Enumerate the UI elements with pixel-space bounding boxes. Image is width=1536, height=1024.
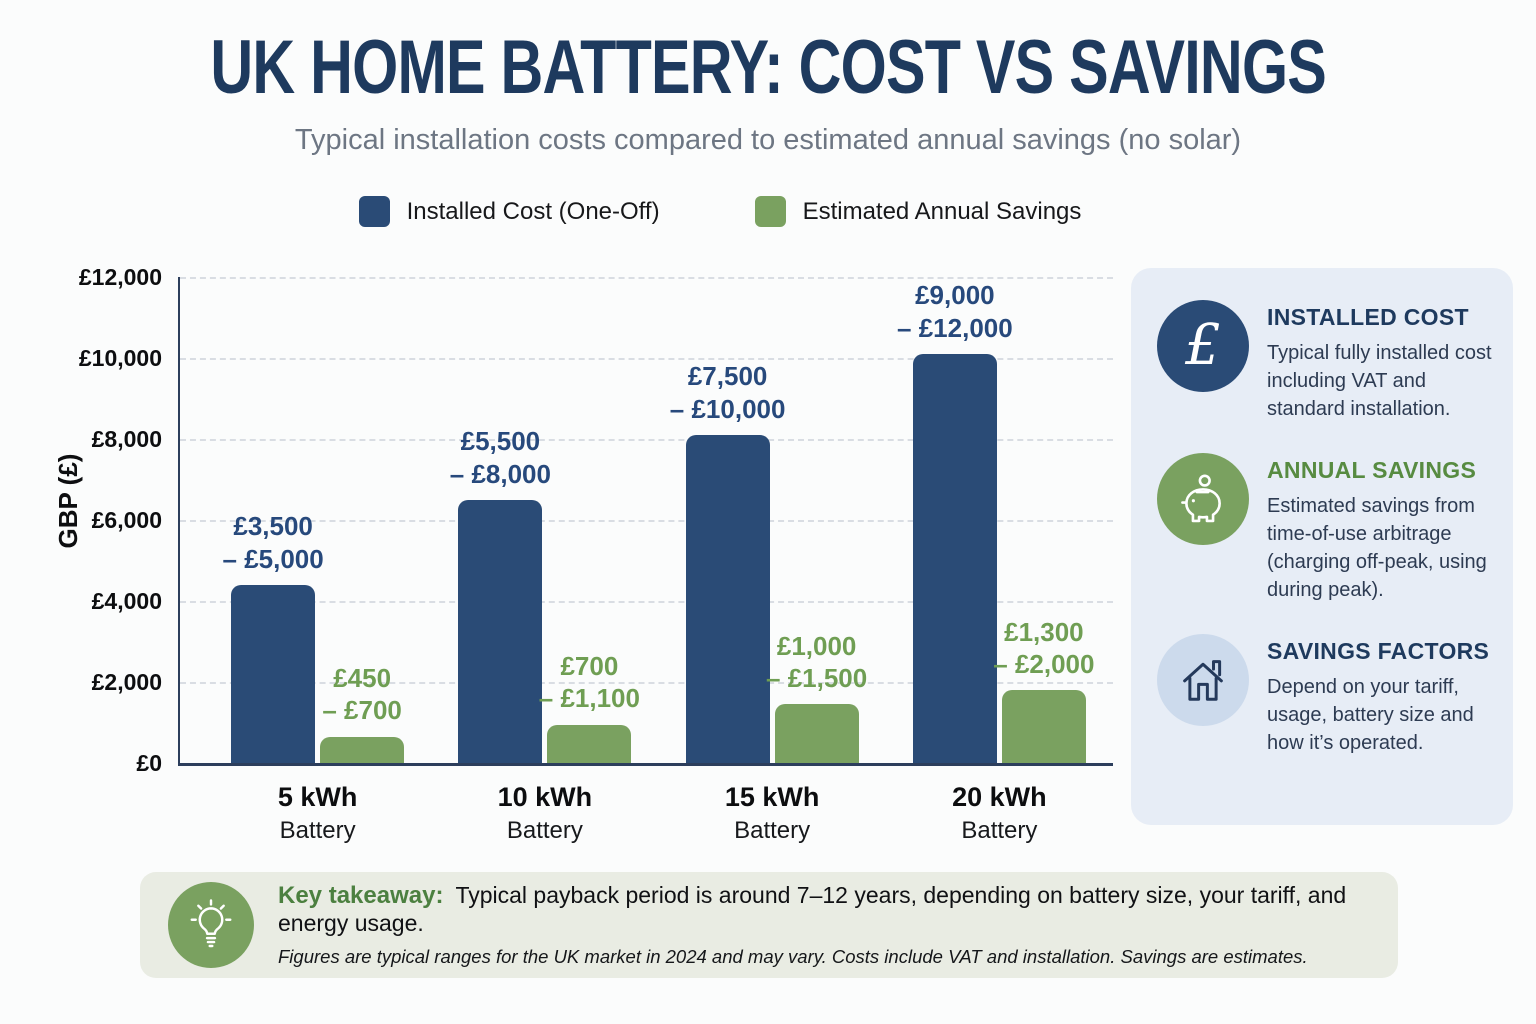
savings-range-label: £1,300– £2,000 bbox=[993, 616, 1095, 679]
category-name: 15 kWh bbox=[724, 782, 820, 812]
gridline bbox=[180, 277, 1113, 279]
category-name: 5 kWh bbox=[277, 782, 358, 812]
y-tick-label: £2,000 bbox=[91, 669, 162, 695]
legend-swatch bbox=[358, 196, 390, 227]
cost-range-label: £9,000– £12,000 bbox=[897, 280, 1013, 343]
cost-range-label: £5,500– £8,000 bbox=[449, 426, 551, 489]
category-name: 20 kWh bbox=[952, 782, 1047, 812]
info-card-body: Estimated savings from time-of-use arbit… bbox=[1267, 495, 1487, 601]
y-tick-label: £8,000 bbox=[91, 426, 162, 452]
y-tick-label: £10,000 bbox=[78, 345, 162, 371]
savings-bar-10-kwh bbox=[547, 724, 632, 763]
legend-item-installed-cost-(one-off): Installed Cost (One-Off) bbox=[358, 196, 660, 227]
footnote: Figures are typical ranges for the UK ma… bbox=[278, 946, 1308, 967]
cost-bar-column: £7,500– £10,000 bbox=[670, 277, 785, 763]
savings-bar-5-kwh bbox=[320, 736, 405, 763]
category-subtitle: Battery bbox=[506, 817, 583, 845]
category-label-5-kwh: 5 kWh Battery bbox=[278, 780, 358, 846]
savings-bar-20-kwh bbox=[1001, 690, 1086, 763]
info-card-text: INSTALLED COST Typical fully installed co… bbox=[1267, 300, 1495, 423]
savings-range-label: £450– £700 bbox=[322, 663, 402, 726]
y-tick-label: £12,000 bbox=[78, 264, 162, 290]
gridline bbox=[180, 357, 1113, 360]
info-card-text: ANNUAL SAVINGS Estimated savings from tim… bbox=[1267, 453, 1495, 604]
savings-bar-column: £700– £1,100 bbox=[539, 277, 640, 763]
house-icon bbox=[1157, 634, 1249, 726]
cost-bar-column: £3,500– £5,000 bbox=[223, 277, 324, 763]
cost-bar-column: £9,000– £12,000 bbox=[897, 277, 1013, 763]
bar-group-15-kwh: £7,500– £10,000 £1,000– £1,500 15 kWh Batte… bbox=[659, 277, 886, 844]
key-takeaway-label: Key takeaway: bbox=[278, 882, 444, 909]
cost-range-label: £3,500– £5,000 bbox=[222, 511, 324, 574]
y-tick-label: £4,000 bbox=[91, 588, 162, 614]
cost-bar-20-kwh bbox=[912, 353, 997, 763]
cost-bar-10-kwh bbox=[458, 499, 543, 763]
info-card-body: Depend on your tariff, usage, battery si… bbox=[1267, 676, 1474, 754]
bar-groups: £3,500– £5,000 £450– £700 5 kWh Battery £5,5… bbox=[180, 277, 1113, 844]
footer-icon-circle bbox=[168, 882, 254, 968]
pound-icon: £ bbox=[1157, 300, 1249, 392]
key-takeaway-line: Key takeaway: Typical payback period is a… bbox=[278, 882, 1370, 937]
savings-bar-column: £1,300– £2,000 bbox=[993, 277, 1094, 763]
info-card-heading: ANNUAL SAVINGS bbox=[1267, 457, 1477, 483]
info-card-heading: INSTALLED COST bbox=[1267, 304, 1469, 330]
chart-legend: Installed Cost (One-Off) Estimated Annual… bbox=[0, 196, 1440, 227]
savings-bar-15-kwh bbox=[774, 704, 859, 763]
info-card-annual-savings: ANNUAL SAVINGS Estimated savings from tim… bbox=[1157, 453, 1489, 604]
key-takeaway-panel: Key takeaway: Typical payback period is a… bbox=[140, 872, 1398, 978]
bar-group-5-kwh: £3,500– £5,000 £450– £700 5 kWh Battery bbox=[204, 277, 431, 844]
category-subtitle: Battery bbox=[279, 817, 356, 845]
info-sidebar: £ INSTALLED COST Typical fully installed c… bbox=[1131, 268, 1513, 825]
category-subtitle: Battery bbox=[734, 817, 811, 845]
savings-range-label: £700– £1,100 bbox=[538, 651, 640, 714]
y-tick-label: £0 bbox=[136, 750, 162, 776]
cost-bar-5-kwh bbox=[231, 584, 316, 763]
category-label-15-kwh: 15 kWh Battery bbox=[725, 780, 820, 846]
savings-bar-column: £450– £700 bbox=[320, 277, 405, 763]
bar-group-10-kwh: £5,500– £8,000 £700– £1,100 10 kWh Battery bbox=[431, 277, 658, 844]
plot-area: £3,500– £5,000 £450– £700 5 kWh Battery £5,5… bbox=[178, 277, 1113, 844]
info-card-body: Typical fully installed cost including V… bbox=[1267, 342, 1492, 420]
legend-item-estimated-annual-savings: Estimated Annual Savings bbox=[754, 196, 1082, 227]
gridline bbox=[180, 600, 1113, 603]
legend-swatch bbox=[754, 196, 786, 227]
category-name: 10 kWh bbox=[497, 782, 593, 812]
lightbulb-icon bbox=[183, 897, 239, 953]
key-takeaway-text-block: Key takeaway: Typical payback period is a… bbox=[278, 882, 1370, 968]
page-subtitle: Typical installation costs compared to e… bbox=[294, 124, 1242, 156]
gridline bbox=[180, 520, 1113, 522]
gridline bbox=[180, 682, 1113, 684]
piggy-bank-icon bbox=[1157, 453, 1249, 545]
y-tick-label: £6,000 bbox=[91, 507, 162, 533]
category-label-20-kwh: 20 kWh Battery bbox=[952, 780, 1047, 846]
key-takeaway-text: Typical payback period is around 7–12 ye… bbox=[278, 882, 1347, 936]
cost-range-label: £7,500– £10,000 bbox=[669, 361, 786, 424]
info-card-installed-cost: £ INSTALLED COST Typical fully installed c… bbox=[1157, 300, 1492, 423]
cost-bar-column: £5,500– £8,000 bbox=[450, 277, 551, 763]
category-label-10-kwh: 10 kWh Battery bbox=[498, 780, 593, 846]
gridline bbox=[180, 438, 1113, 441]
savings-bar-column: £1,000– £1,500 bbox=[766, 277, 867, 763]
page-title: UK HOME BATTERY: COST VS SAVINGS bbox=[210, 25, 1326, 110]
bar-group-20-kwh: £9,000– £12,000 £1,300– £2,000 20 kWh Batte… bbox=[886, 277, 1113, 844]
legend-label: Installed Cost (One-Off) bbox=[406, 197, 660, 225]
savings-range-label: £1,000– £1,500 bbox=[766, 630, 868, 694]
cost-bar-15-kwh bbox=[685, 434, 770, 763]
info-card-heading: SAVINGS FACTORS bbox=[1267, 638, 1490, 664]
category-subtitle: Battery bbox=[961, 817, 1038, 845]
legend-label: Estimated Annual Savings bbox=[802, 197, 1082, 225]
info-card-text: SAVINGS FACTORS Depend on your tariff, us… bbox=[1267, 634, 1495, 757]
info-card-savings-factors: SAVINGS FACTORS Depend on your tariff, us… bbox=[1157, 634, 1489, 757]
